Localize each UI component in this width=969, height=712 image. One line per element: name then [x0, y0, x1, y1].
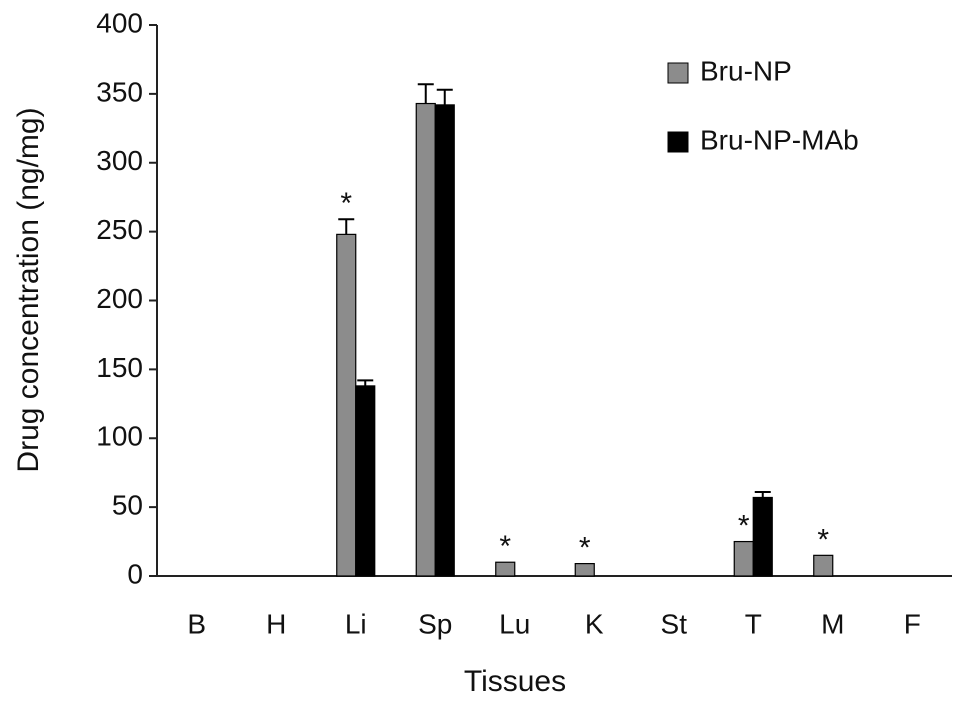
x-tick-label: B: [187, 608, 206, 639]
error-bar: [338, 218, 355, 235]
error-bar: [357, 379, 374, 386]
significance-label: *: [817, 523, 829, 556]
legend-swatch: [667, 131, 689, 153]
bar: [752, 496, 773, 577]
x-tick-label: K: [585, 608, 604, 639]
x-tick-label: H: [266, 608, 286, 639]
legend-swatch: [667, 62, 689, 84]
y-tick-label: 50: [112, 490, 143, 521]
y-tick-label: 400: [96, 7, 143, 38]
y-tick-label: 250: [96, 214, 143, 245]
x-tick-label: Li: [345, 608, 367, 639]
x-tick-label: St: [661, 608, 688, 639]
y-axis-label: Drug concentration (ng/mg): [12, 107, 45, 472]
y-tick-label: 100: [96, 421, 143, 452]
x-tick-label: Lu: [499, 608, 530, 639]
x-tick-label: Sp: [418, 608, 452, 639]
error-bar: [436, 88, 453, 105]
bar: [336, 233, 357, 577]
bar: [434, 104, 455, 577]
y-tick-label: 350: [96, 76, 143, 107]
y-tick-label: 0: [127, 558, 143, 589]
significance-label: *: [340, 187, 352, 220]
error-bar: [754, 490, 771, 498]
significance-label: *: [738, 509, 750, 542]
y-tick-label: 150: [96, 352, 143, 383]
x-tick-label: M: [821, 608, 844, 639]
y-tick-label: 300: [96, 145, 143, 176]
x-tick-label: F: [904, 608, 921, 639]
significance-label: *: [499, 530, 511, 563]
x-axis-label: Tissues: [464, 665, 566, 698]
bar: [574, 563, 595, 577]
significance-label: *: [579, 532, 591, 565]
bar: [495, 561, 516, 577]
bar: [415, 102, 436, 577]
legend-label: Bru-NP-MAb: [700, 124, 859, 155]
bar: [813, 554, 834, 577]
legend-label: Bru-NP: [700, 55, 792, 86]
y-tick-label: 200: [96, 283, 143, 314]
x-tick-label: T: [745, 608, 762, 639]
error-bar: [417, 83, 434, 104]
bar: [355, 385, 376, 577]
bar: [733, 540, 754, 577]
